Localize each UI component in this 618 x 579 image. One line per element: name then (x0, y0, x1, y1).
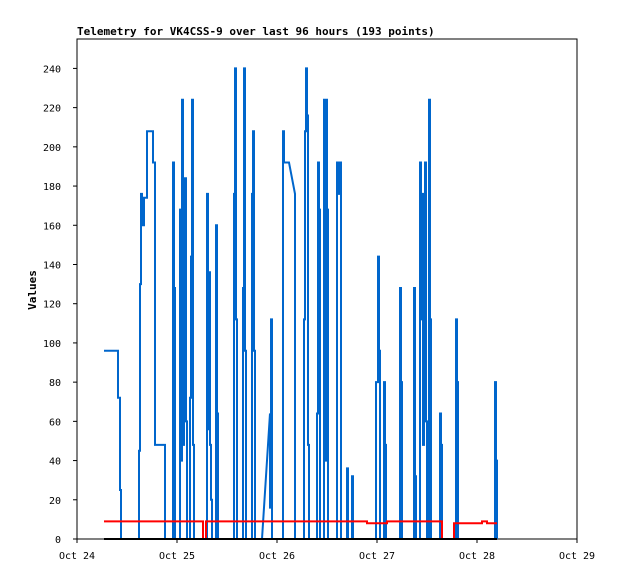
chart-title: Telemetry for VK4CSS-9 over last 96 hour… (77, 25, 435, 38)
y-tick-label: 80 (49, 378, 61, 389)
y-tick-label: 240 (43, 64, 61, 75)
y-tick-label: 120 (43, 300, 61, 311)
y-tick-label: 140 (43, 260, 61, 271)
y-tick-label: 20 (49, 496, 61, 507)
y-tick-label: 60 (49, 417, 61, 428)
y-tick-label: 40 (49, 457, 61, 468)
x-tick-label: Oct 28 (459, 551, 495, 562)
x-tick-label: Oct 24 (59, 551, 95, 562)
y-axis-label: Values (26, 270, 39, 310)
y-tick-label: 160 (43, 221, 61, 232)
y-tick-label: 100 (43, 339, 61, 350)
y-tick-label: 180 (43, 182, 61, 193)
y-tick-label: 220 (43, 104, 61, 115)
y-tick-label: 200 (43, 143, 61, 154)
x-tick-label: Oct 27 (359, 551, 395, 562)
series-layer (104, 67, 498, 540)
x-tick-label: Oct 25 (159, 551, 195, 562)
x-axis: Oct 24 Oct 25 Oct 26 Oct 27 Oct 28 Oct 29 (59, 539, 595, 562)
y-axis: 0 20 40 60 80 100 120 140 160 180 200 220 240 (43, 64, 77, 546)
x-tick-label: Oct 29 (559, 551, 595, 562)
y-tick-label: 0 (55, 535, 61, 546)
x-tick-label: Oct 26 (259, 551, 295, 562)
